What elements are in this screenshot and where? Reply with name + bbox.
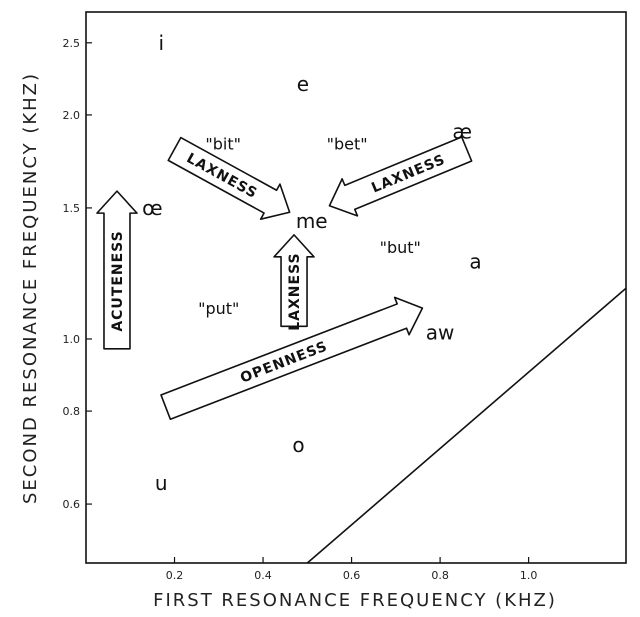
arrow-shape: [328, 136, 473, 217]
vowel-point: æ: [452, 120, 472, 144]
x-tick-label: 0.6: [343, 569, 361, 582]
vowel-point: u: [155, 471, 168, 495]
vowel-point: o: [292, 433, 304, 457]
y-axis-title: SECOND RESONANCE FREQUENCY (KHZ): [20, 72, 41, 504]
feature-arrow: ACUTENESS: [96, 190, 138, 350]
y-tick-label: 0.6: [63, 498, 81, 511]
vowel-point: e: [297, 72, 309, 96]
x-axis-title: FIRST RESONANCE FREQUENCY (KHZ): [153, 590, 557, 611]
vowel-point: me: [296, 209, 328, 233]
y-tick-label: 2.5: [63, 37, 81, 50]
y-axis-ticks: 0.6 0.8 1.0 1.5 2.0 2.5: [63, 37, 92, 511]
vowel-points: i e æ œ me a aw o u: [142, 31, 481, 495]
vowel-point: a: [469, 250, 481, 274]
vowel-point: i: [158, 31, 164, 55]
word-label: "put": [198, 299, 239, 318]
y-tick-label: 0.8: [63, 405, 81, 418]
x-tick-label: 0.2: [166, 569, 184, 582]
plot-frame: [85, 11, 627, 564]
y-tick-label: 2.0: [63, 109, 81, 122]
arrow-shape: [96, 190, 138, 350]
arrow-label: ACUTENESS: [110, 230, 126, 331]
word-labels: "bit" "bet" "but" "put": [198, 135, 421, 319]
vowel-point: aw: [426, 321, 455, 345]
arrow-label: LAXNESS: [287, 252, 303, 330]
word-label: "but": [380, 238, 421, 257]
arrow-shape: [167, 136, 291, 220]
boundary-line: [306, 287, 627, 564]
word-label: "bet": [327, 135, 368, 154]
x-tick-label: 0.4: [254, 569, 272, 582]
arrow-shape: [273, 234, 315, 328]
x-tick-label: 0.8: [431, 569, 449, 582]
arrow-shape: [160, 296, 424, 421]
y-tick-label: 1.5: [63, 202, 81, 215]
x-tick-label: 1.0: [520, 569, 538, 582]
x-axis-ticks: 0.2 0.4 0.6 0.8 1.0: [166, 557, 538, 582]
vowel-point: œ: [142, 196, 162, 220]
word-label: "bit": [205, 135, 241, 154]
feature-arrow: LAXNESS: [273, 234, 315, 331]
y-tick-label: 1.0: [63, 333, 81, 346]
